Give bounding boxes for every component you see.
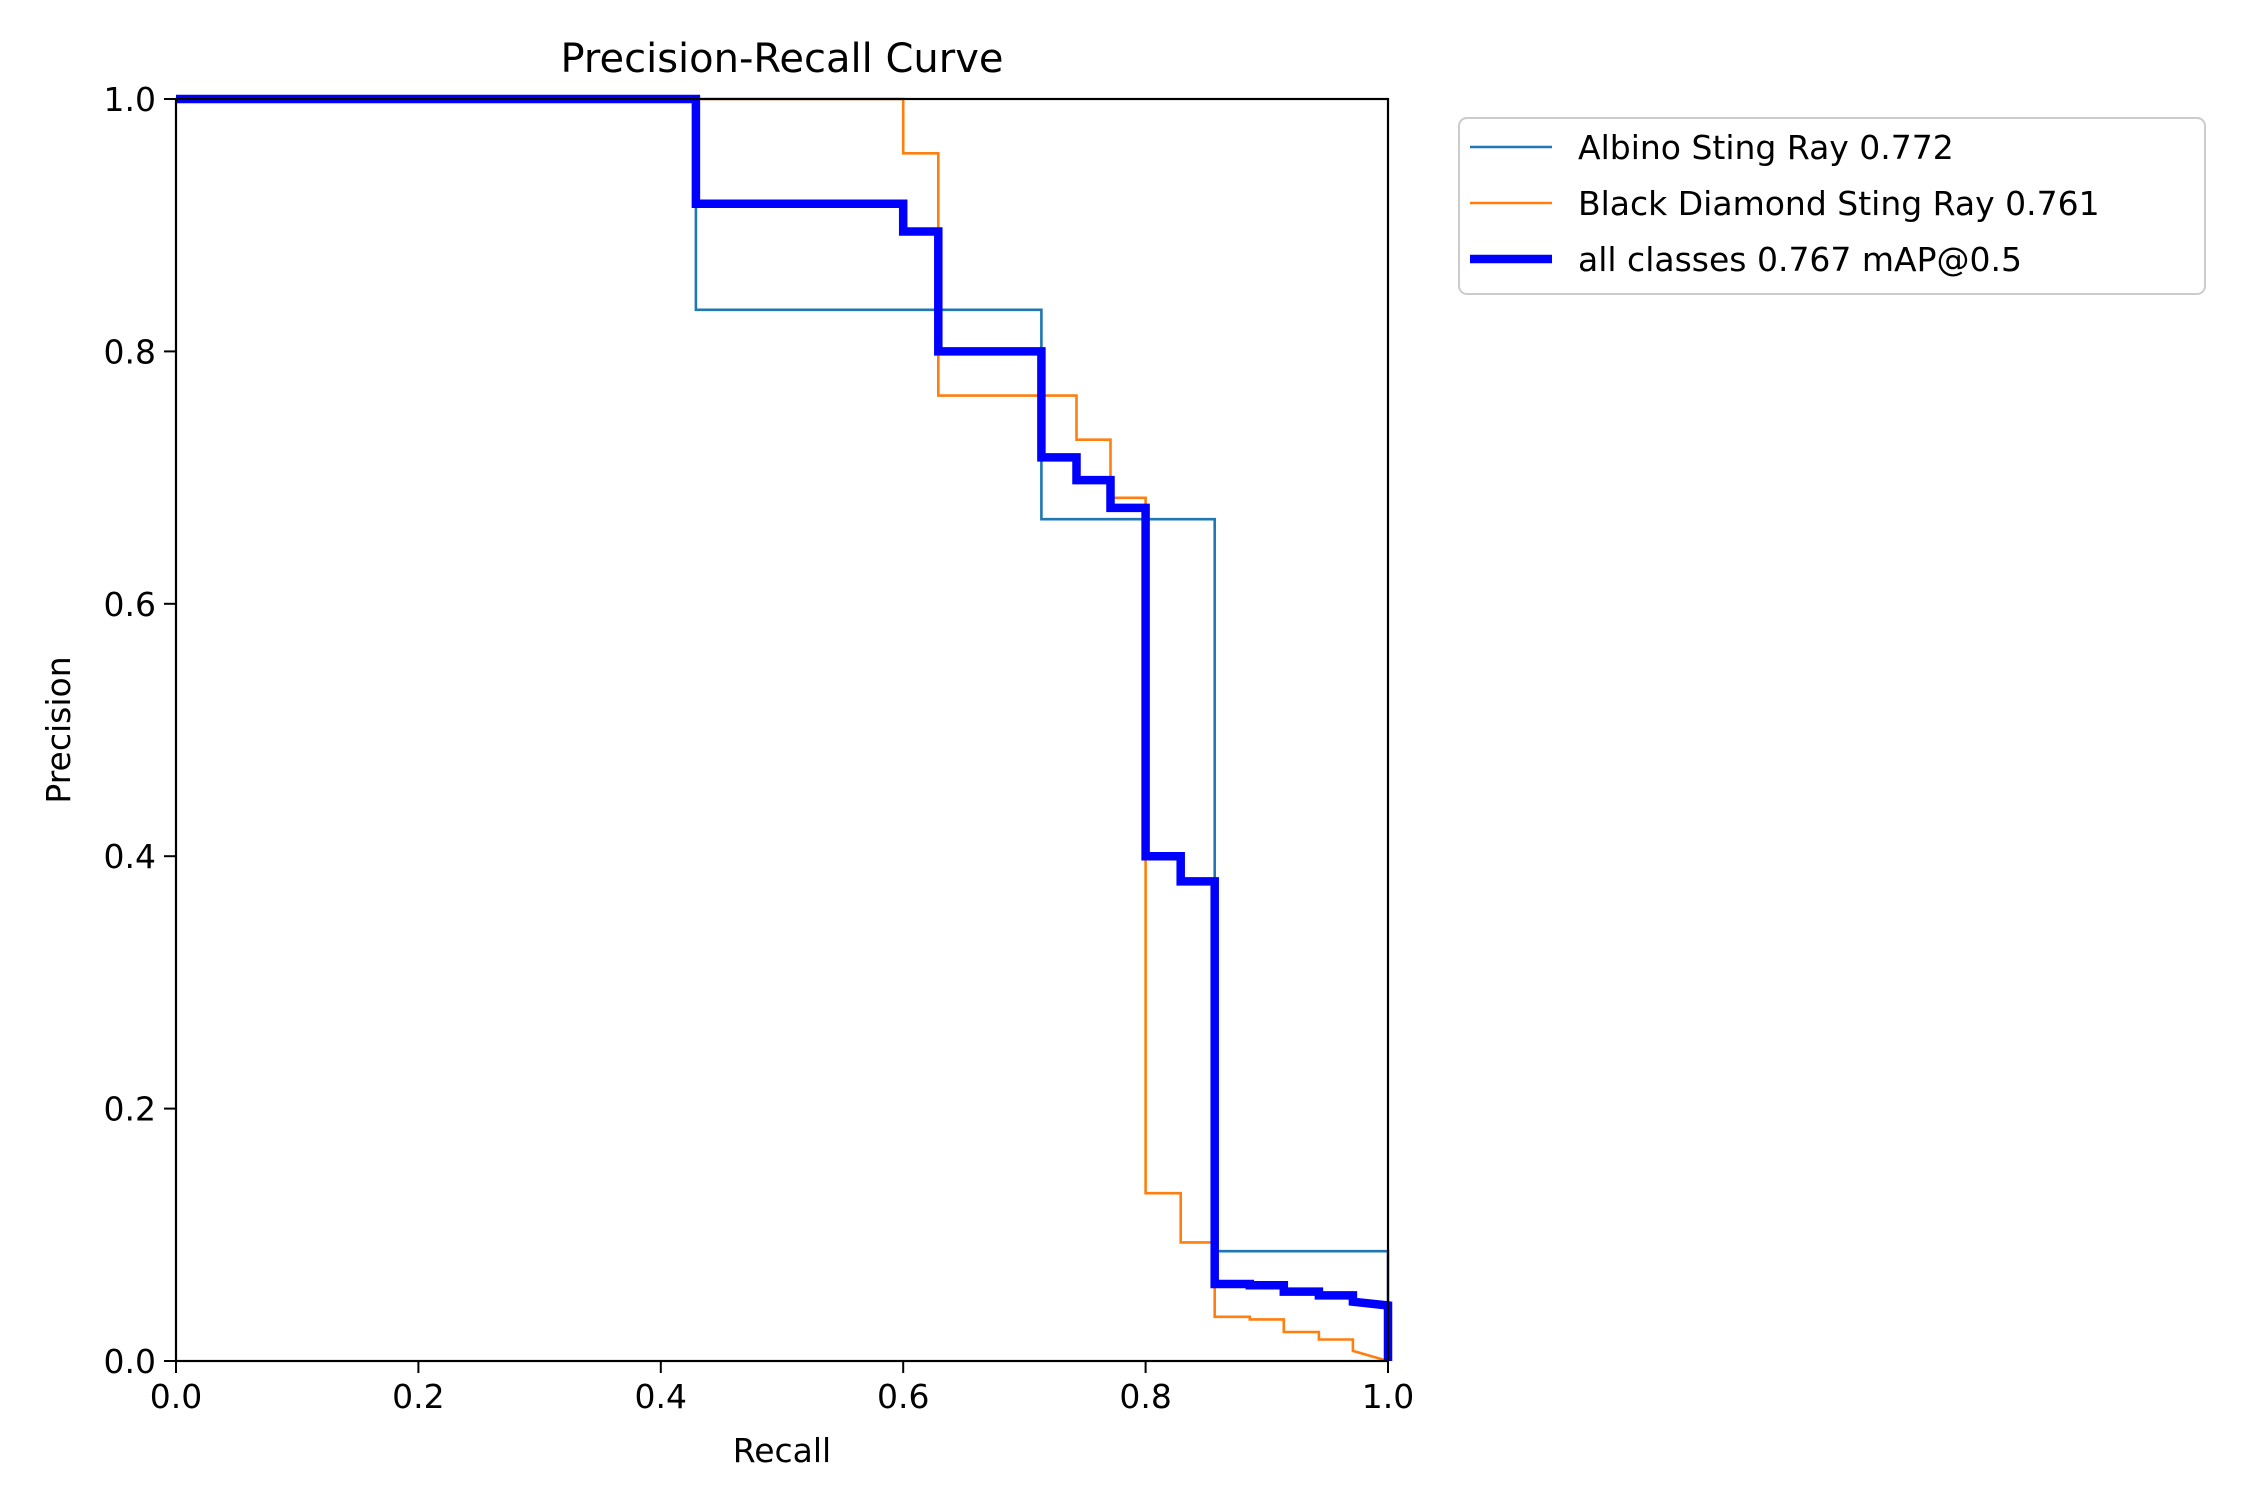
y-axis-label: Precision <box>39 656 78 803</box>
x-tick-label: 0.2 <box>392 1377 444 1416</box>
x-tick-label: 0.4 <box>635 1377 687 1416</box>
legend-label-1: Black Diamond Sting Ray 0.761 <box>1578 184 2100 223</box>
series-line-2 <box>176 94 1393 1361</box>
y-tick-label: 0.8 <box>104 332 156 371</box>
y-axis-ticks: 0.0 0.2 0.4 0.6 0.8 1.0 <box>104 80 176 1381</box>
plot-frame <box>174 97 1390 1363</box>
legend-box <box>1458 117 2206 295</box>
plot-lines <box>176 94 1393 1363</box>
x-axis-ticks: 0.0 0.2 0.4 0.6 0.8 1.0 <box>150 1361 1414 1416</box>
y-tick-label: 0.6 <box>104 585 156 624</box>
legend-label-2: all classes 0.767 mAP@0.5 <box>1578 240 2022 279</box>
y-tick-label: 0.2 <box>104 1090 156 1129</box>
y-tick-label: 1.0 <box>104 80 156 119</box>
series-line-0 <box>176 97 1390 1361</box>
legend-label-0: Albino Sting Ray 0.772 <box>1578 128 1954 167</box>
x-tick-label: 0.6 <box>877 1377 929 1416</box>
x-tick-label: 0.8 <box>1119 1377 1171 1416</box>
x-tick-label: 0.0 <box>150 1377 202 1416</box>
series-line-1 <box>176 97 1389 1363</box>
x-axis-label: Recall <box>733 1431 831 1470</box>
chart-title: Precision-Recall Curve <box>561 36 1004 82</box>
x-tick-label: 1.0 <box>1362 1377 1414 1416</box>
legend: Albino Sting Ray 0.772 Black Diamond Stin… <box>1458 117 2206 295</box>
y-tick-label: 0.0 <box>104 1342 156 1381</box>
y-tick-label: 0.4 <box>104 837 156 876</box>
